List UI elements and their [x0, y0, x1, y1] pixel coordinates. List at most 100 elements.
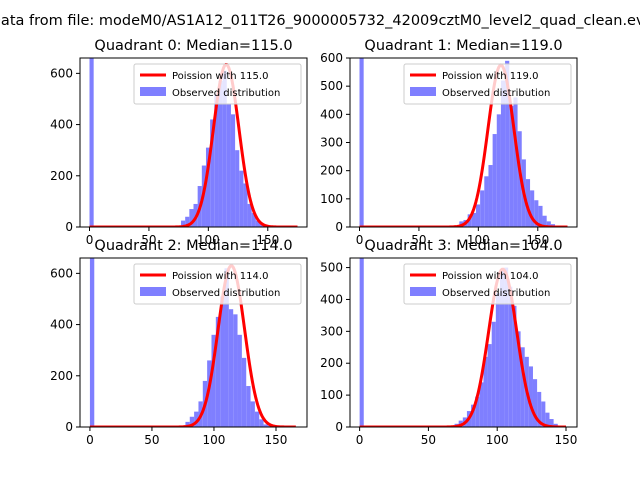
poisson-curve: [359, 63, 568, 227]
histogram-bar: [471, 404, 476, 427]
legend: Poission with 119.0 Observed distribution: [403, 63, 572, 105]
histogram-bar: [260, 224, 265, 227]
histogram-bar: [487, 344, 492, 427]
legend-bar-swatch: [410, 287, 436, 296]
histogram-bar: [512, 305, 517, 427]
histogram-bar: [509, 105, 514, 227]
poisson-curve: [359, 267, 566, 427]
histogram-bar: [483, 356, 488, 427]
histogram-bar: [185, 216, 190, 227]
plot-area: [359, 258, 566, 427]
y-tick-label: 400: [320, 292, 343, 306]
x-tick-label: 50: [144, 433, 159, 447]
x-tick-label: 0: [356, 433, 364, 447]
histogram-bar: [251, 212, 256, 227]
subplot-title: Quadrant 1: Median=119.0: [364, 38, 562, 54]
x-tick-label: 100: [197, 233, 220, 247]
y-tick-label: 300: [320, 136, 343, 150]
histogram-bar: [508, 286, 513, 427]
histogram-bar: [549, 419, 554, 427]
histogram-bar: [499, 270, 505, 427]
histogram-bar: [189, 209, 194, 227]
histogram-bar: [471, 212, 476, 227]
x-tick-label: 150: [256, 233, 279, 247]
histogram-bar: [259, 419, 264, 427]
x-tick-label: 100: [203, 433, 226, 447]
legend-bar-swatch: [410, 87, 436, 96]
legend-label-observed: Observed distribution: [442, 288, 550, 299]
legend-label-observed: Observed distribution: [442, 88, 550, 99]
legend: Poission with 104.0 Observed distribution: [403, 263, 572, 305]
histogram-bar: [218, 81, 223, 227]
y-tick-label: 200: [320, 356, 343, 370]
plot-area: [89, 258, 296, 427]
x-tick-label: 0: [356, 233, 364, 247]
legend-label-poisson: Poission with 104.0: [442, 271, 538, 282]
legend-label-observed: Observed distribution: [172, 288, 280, 299]
histogram-bar: [211, 334, 216, 427]
histogram-bar: [546, 221, 551, 227]
histogram-bar: [220, 296, 225, 427]
y-tick-label: 0: [335, 220, 343, 234]
histogram-bar: [194, 411, 199, 427]
histogram-bar: [532, 379, 538, 427]
poisson-curve: [89, 62, 298, 227]
y-tick-label: 200: [320, 164, 343, 178]
histogram-bar: [475, 396, 480, 427]
histogram-bar: [239, 170, 244, 227]
x-tick-label: 100: [467, 233, 490, 247]
histogram-bar: [495, 293, 500, 427]
plot-area: [89, 58, 298, 227]
histogram-bar: [505, 60, 510, 227]
y-tick-label: 500: [320, 79, 343, 93]
histogram-bar: [243, 183, 248, 227]
axes-frame: [79, 257, 308, 428]
legend-box: [133, 263, 302, 305]
poisson-curve: [89, 264, 296, 427]
y-tick-label: 200: [50, 369, 73, 383]
histogram-bar: [89, 258, 95, 427]
legend-label-observed: Observed distribution: [172, 88, 280, 99]
histogram-bar: [226, 104, 231, 227]
histogram-bar: [235, 150, 240, 227]
subplot-title: Quadrant 0: Median=115.0: [94, 38, 292, 54]
legend: Poission with 115.0 Observed distribution: [133, 63, 302, 105]
x-tick-label: 50: [421, 433, 436, 447]
histogram-bar: [525, 179, 531, 227]
x-tick-label: 100: [486, 433, 509, 447]
x-tick-label: 150: [526, 233, 549, 247]
histogram-bar: [255, 220, 261, 227]
subplot-quadrant-2: Quadrant 2: Median=114.0 0 50 100 150 0 200 400…: [50, 238, 308, 447]
subplot-title: Quadrant 2: Median=114.0: [94, 238, 292, 254]
histogram-bar: [513, 97, 518, 227]
x-tick-label: 0: [86, 433, 94, 447]
histogram-bar: [534, 200, 539, 227]
legend: Poission with 114.0 Observed distribution: [133, 263, 302, 305]
histogram-bar: [210, 119, 215, 227]
subplot-title: Quadrant 3: Median=104.0: [364, 238, 562, 254]
histogram-bar: [528, 366, 533, 427]
legend-box: [403, 63, 572, 105]
histogram-bar: [480, 190, 485, 227]
histogram-bar: [189, 416, 195, 427]
histogram-bar: [517, 131, 522, 227]
histogram-bar: [500, 80, 506, 227]
histogram-bar: [488, 165, 493, 227]
histogram-bar: [504, 267, 509, 427]
legend-label-poisson: Poission with 114.0: [172, 271, 268, 282]
x-tick-label: 150: [555, 433, 578, 447]
axes-frame: [79, 57, 308, 228]
histogram-bar: [230, 114, 236, 227]
x-tick-label: 50: [411, 233, 426, 247]
histogram-bar: [475, 204, 481, 227]
y-tick-label: 0: [65, 220, 73, 234]
histogram-bar: [247, 203, 252, 227]
legend-label-poisson: Poission with 119.0: [442, 71, 538, 82]
histogram-bar: [542, 215, 547, 227]
subplot-quadrant-3: Quadrant 3: Median=104.0 0 50 100 150 0 100 200…: [320, 238, 578, 447]
legend-box: [403, 263, 572, 305]
legend-label-poisson: Poission with 115.0: [172, 71, 268, 82]
y-tick-label: 0: [335, 420, 343, 434]
y-tick-label: 400: [50, 118, 73, 132]
histogram-bar: [224, 268, 229, 427]
